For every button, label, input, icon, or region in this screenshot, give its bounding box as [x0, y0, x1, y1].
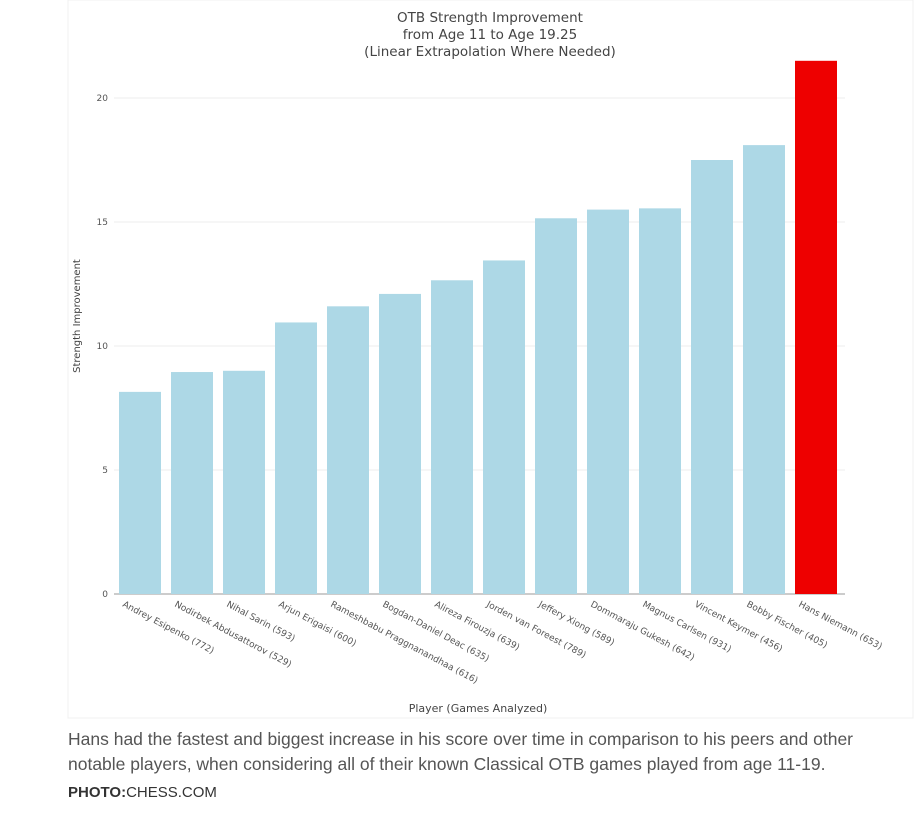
- y-tick-label: 15: [97, 218, 108, 228]
- y-tick-label: 5: [102, 466, 108, 476]
- bar: [223, 370, 265, 594]
- bar: [483, 260, 525, 594]
- bar: [379, 293, 421, 594]
- bar: [535, 218, 577, 594]
- x-axis-label: Player (Games Analyzed): [409, 702, 548, 715]
- chart-title-line-1: OTB Strength Improvement: [397, 10, 583, 26]
- credit-source: CHESS.COM: [126, 784, 217, 801]
- bar: [743, 145, 785, 594]
- photo-credit: PHOTO:CHESS.COM: [68, 784, 217, 801]
- bar: [587, 209, 629, 594]
- bar: [691, 160, 733, 594]
- figure-caption: Hans had the fastest and biggest increas…: [68, 729, 854, 774]
- bar: [275, 322, 317, 594]
- chart-title-line-3: (Linear Extrapolation Where Needed): [364, 44, 616, 60]
- bar: [327, 306, 369, 594]
- bar: [795, 60, 837, 595]
- y-tick-label: 20: [97, 94, 109, 104]
- y-tick-label: 10: [97, 342, 109, 352]
- chart-title-line-2: from Age 11 to Age 19.25: [403, 27, 577, 43]
- bar: [639, 208, 681, 595]
- y-tick-label: 0: [102, 590, 108, 600]
- y-axis-label: Strength Improvement: [72, 259, 83, 373]
- bar: [431, 280, 473, 594]
- bar: [171, 372, 213, 594]
- bar: [119, 391, 161, 594]
- credit-label: PHOTO:: [68, 784, 127, 801]
